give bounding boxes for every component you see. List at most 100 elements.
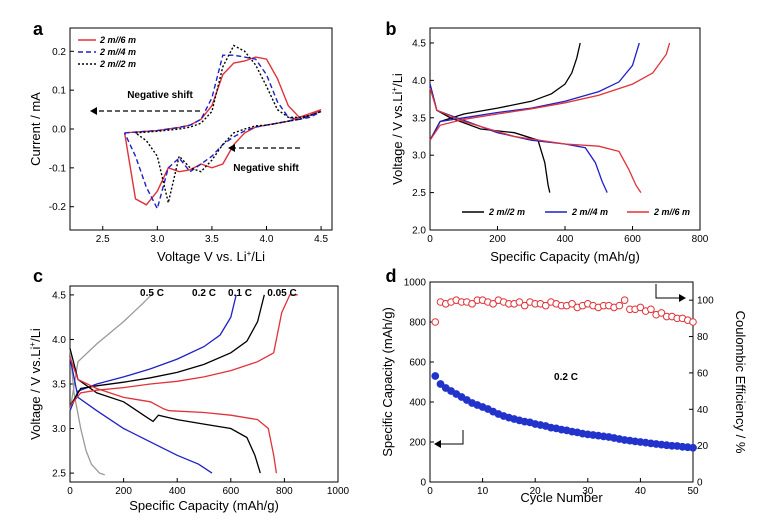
- discharge-curve: [429, 87, 642, 193]
- panel-b-xtick-label: 200: [489, 234, 506, 245]
- panel-d-xtick-label: 10: [477, 486, 489, 497]
- capacity-point: [689, 443, 697, 452]
- panel-b-ytick-label: 2.0: [412, 226, 426, 237]
- y-axis-title-b-sup: +: [390, 87, 399, 92]
- annotation-rate-d: 0.2 C: [554, 372, 578, 383]
- discharge-curve: [69, 357, 278, 474]
- rate-label-3: 0.05 C: [267, 288, 296, 299]
- charge-curve: [69, 292, 154, 411]
- panel-d-xtick-label: 20: [530, 486, 542, 497]
- ce-point: [647, 305, 655, 314]
- panel-b-xtick-label: 0: [427, 234, 433, 245]
- x-axis-title-a: Voltage V vs. Li+/Li: [157, 249, 265, 264]
- y-axis-title-c-sup: +: [28, 342, 37, 347]
- panel-b-frame: [429, 27, 701, 231]
- charge-curve: [69, 294, 237, 411]
- y-axis-title-c-tail: /Li: [28, 328, 43, 342]
- annotation-negative-shift-upper: Negative shift: [127, 90, 193, 101]
- panel-d-xtick-label: 40: [635, 486, 647, 497]
- discharge-curve: [69, 348, 106, 476]
- panel-c-ytick-label: 3.5: [52, 380, 66, 391]
- panel-c: c 0 200 400 600 800 1000 2.5 3.0 3.5 4.0 4.5 0.5 C 0.…: [28, 266, 350, 513]
- legend-label: 2 m//2 m: [99, 59, 136, 69]
- panel-d-xtick-label: 0: [427, 486, 433, 497]
- panel-d-frame: [429, 281, 694, 483]
- panel-d-ytick-right-label: 0: [697, 478, 703, 489]
- ce-point: [657, 309, 666, 317]
- panel-a: a 2.5 3.0 3.5 4.0 4.5 -0.2 -0.1 0.0 0.1 0.2 2 m//6 …: [28, 19, 333, 264]
- ce-point: [568, 300, 576, 308]
- panel-letter-c: c: [33, 266, 43, 286]
- ce-point: [489, 300, 497, 308]
- ce-point: [615, 301, 624, 310]
- discharge-curve: [69, 348, 261, 474]
- panel-b-xtick-label: 400: [557, 234, 574, 245]
- cv-line: [123, 54, 322, 211]
- panel-letter-a: a: [33, 19, 44, 39]
- ce-point: [515, 298, 524, 306]
- panel-d-ytick-right-label: 40: [697, 405, 709, 416]
- x-axis-title-b: Specific Capacity (mAh/g): [490, 249, 640, 264]
- panel-letter-d: d: [386, 266, 397, 286]
- legend-label: 2 m//2 m: [488, 207, 525, 217]
- panel-d-ytick-label: 400: [409, 398, 426, 409]
- y-axis-title-right-d: Coulombic Efficiency / %: [733, 311, 748, 454]
- y-axis-title-b-tail: /Li: [390, 73, 405, 87]
- rate-label-1: 0.2 C: [192, 288, 216, 299]
- y-axis-title-c-main: Voltage / V vs.Li: [28, 346, 43, 439]
- panel-b: b 0 200 400 600 800 2.0 2.5 3.0 3.5 4.0 4.5 2 m//2 m…: [386, 19, 709, 264]
- panel-a-xtick-label: 3.0: [150, 234, 164, 245]
- discharge-curve: [69, 357, 213, 474]
- charge-curve: [429, 42, 581, 141]
- panel-d-ytick-right-label: 60: [697, 368, 709, 379]
- y-axis-title-a: Current / mA: [28, 92, 43, 166]
- legend-label: 2 m//4 m: [571, 207, 608, 217]
- panel-b-xtick-label: 800: [692, 234, 709, 245]
- panel-d-ytick-right-label: 100: [697, 296, 714, 307]
- x-axis-title-a-main: Voltage V vs. Li: [157, 249, 247, 264]
- panel-d-xtick-label: 50: [687, 486, 699, 497]
- rate-label-0: 0.5 C: [140, 288, 164, 299]
- ce-point: [620, 296, 629, 304]
- panel-b-ytick-label: 4.0: [412, 76, 426, 87]
- discharge-curve: [429, 83, 551, 193]
- discharge-curve: [429, 83, 608, 193]
- panel-c-xtick-label: 800: [276, 486, 293, 497]
- panel-d-ytick-label: 200: [409, 438, 426, 449]
- panel-d-ytick-right-label: 20: [697, 441, 709, 452]
- ce-point: [636, 303, 645, 312]
- legend-label: 2 m//6 m: [653, 207, 690, 217]
- left-axis-pointer-head: [434, 440, 441, 448]
- x-axis-title-d: Cycle Number: [520, 490, 603, 505]
- panel-d-ytick-label: 600: [409, 358, 426, 369]
- y-axis-title-b: Voltage / V vs.Li+/Li: [390, 73, 405, 185]
- right-axis-pointer: [655, 284, 680, 299]
- panel-b-ytick-label: 2.5: [412, 188, 426, 199]
- panel-b-ytick-label: 3.0: [412, 151, 426, 162]
- panel-c-ytick-label: 4.0: [52, 335, 66, 346]
- x-axis-title-c: Specific Capacity (mAh/g): [129, 498, 279, 513]
- left-axis-pointer: [440, 430, 464, 445]
- panel-c-xtick-label: 600: [222, 486, 239, 497]
- cv-line: [123, 56, 322, 206]
- cv-line: [135, 44, 322, 203]
- y-axis-title-b-main: Voltage / V vs.Li: [390, 91, 405, 184]
- panel-d: d0 10 20 30 40 500200400600800100002040608010…: [380, 266, 748, 505]
- capacity-point: [431, 372, 440, 380]
- panel-a-xtick-label: 4.0: [260, 234, 274, 245]
- panel-c-xtick-label: 400: [169, 486, 186, 497]
- panel-a-ytick-label: -0.1: [49, 163, 67, 174]
- rate-label-2: 0.1 C: [228, 288, 252, 299]
- panel-b-ytick-label: 4.5: [412, 38, 426, 49]
- ce-point: [689, 318, 697, 326]
- panel-c-ytick-label: 2.5: [52, 469, 66, 480]
- x-axis-title-a-sup: +: [247, 249, 252, 258]
- panel-a-ytick-label: 0.0: [52, 125, 66, 136]
- charge-curve: [69, 294, 265, 407]
- capacity-point: [436, 380, 445, 388]
- legend-label: 2 m//6 m: [99, 35, 136, 45]
- panel-c-xtick-label: 1000: [327, 486, 350, 497]
- right-axis-pointer-head: [679, 294, 686, 302]
- shift-arrowhead-upper: [90, 107, 97, 115]
- panel-a-xtick-label: 2.5: [96, 234, 110, 245]
